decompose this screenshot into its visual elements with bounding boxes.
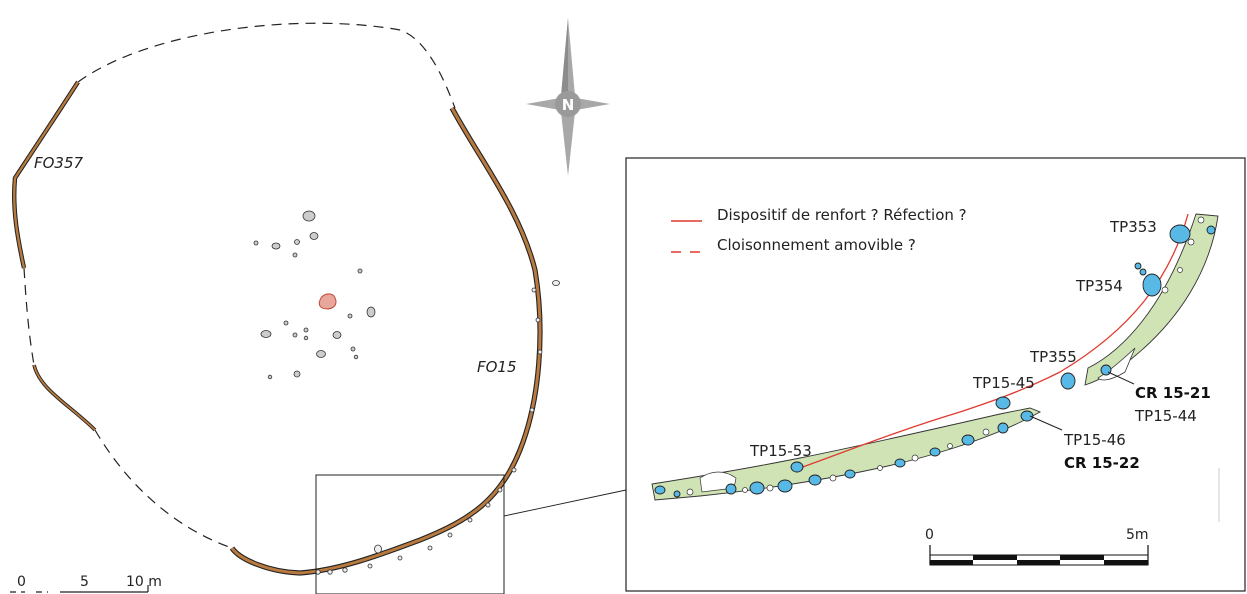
label-tp1553: TP15-53 [749,442,812,460]
inset-panel [625,157,1246,592]
inset-scale-5m: 5m [1126,527,1149,543]
label-tp1546: TP15-46 [1063,431,1126,449]
svg-text:N: N [562,96,575,114]
overview-scale-0: 0 [17,574,26,590]
zoom-connector-top [503,489,627,517]
inset-legend: Dispositif de renfort ? Réfection ? Cloi… [671,206,967,254]
label-tp353: TP353 [1109,218,1157,236]
overview-scale-5: 5 [80,574,89,590]
inset-leader-lines [1029,371,1135,431]
enclosure-dashed-outline [23,22,456,549]
label-tp354: TP354 [1075,277,1123,295]
label-fo357: FO357 [34,154,84,172]
overview-scale-bar: 0 5 10 m [10,574,162,593]
ditch-fo15 [229,106,543,576]
legend-dashed-label: Cloisonnement amovible ? [717,236,916,254]
inset-scale-0: 0 [925,527,934,543]
label-cr1522: CR 15-22 [1064,454,1140,472]
label-fo15: FO15 [477,358,517,376]
inset-stones [686,216,1205,496]
reinforcement-line-lower [799,411,961,469]
overview-scale-10: 10 m [126,574,162,590]
label-cr1521: CR 15-21 [1135,384,1211,402]
ditch-post-holes [315,280,560,575]
interior-post-holes [253,210,376,380]
label-tp1544: TP15-44 [1134,407,1197,425]
label-tp355: TP355 [1029,348,1077,366]
central-hearth [318,293,337,310]
inset-post-holes [654,224,1216,498]
zoom-area-box [315,474,505,594]
label-tp1545: TP15-45 [972,374,1035,392]
inset-scale-bar: 0 5m [925,527,1149,566]
ditch-fo357 [12,80,97,432]
north-arrow-icon: N [526,18,610,176]
legend-solid-label: Dispositif de renfort ? Réfection ? [717,206,967,224]
reinforcement-line [959,213,1189,413]
